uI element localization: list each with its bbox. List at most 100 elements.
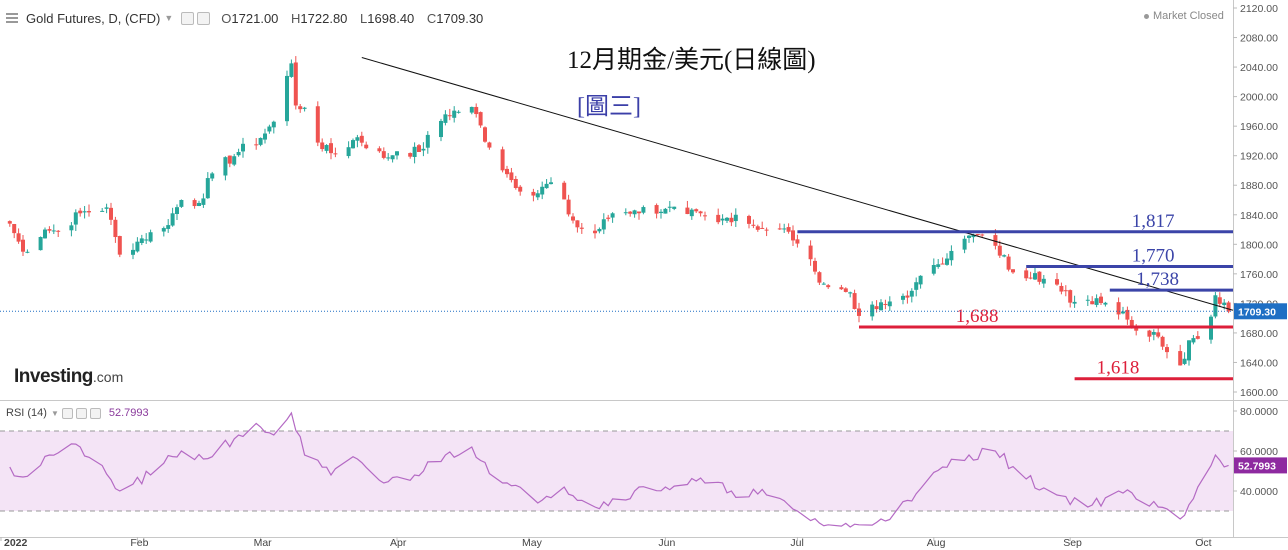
settings-icon[interactable] <box>197 11 211 25</box>
candle <box>962 235 967 254</box>
candle-body <box>1006 256 1011 270</box>
candle <box>320 138 325 152</box>
open-value: 1721.00 <box>231 10 279 26</box>
candle <box>1028 271 1033 280</box>
annotation-subtitle: [圖三] <box>577 94 641 120</box>
candle <box>883 299 888 310</box>
candle-body <box>518 186 523 192</box>
candle-body <box>544 183 549 189</box>
candle <box>1160 335 1165 350</box>
time-axis: 2022 Feb Mar Apr May Jun Jul Aug Sep Oct <box>0 537 1212 549</box>
candle-body <box>887 301 892 307</box>
candle-body <box>725 217 729 221</box>
candle-body <box>395 151 399 156</box>
candle <box>689 208 694 220</box>
candle-body <box>258 137 263 145</box>
rsi-label[interactable]: RSI (14) <box>6 407 47 419</box>
high-value: 1722.80 <box>300 10 348 26</box>
candle <box>760 221 765 229</box>
candle <box>210 171 215 182</box>
candle-body <box>1191 338 1196 343</box>
candle <box>733 208 738 227</box>
candle <box>417 144 421 153</box>
candle <box>870 301 875 321</box>
candle <box>73 209 78 232</box>
candle <box>21 234 25 256</box>
candle <box>1011 269 1015 274</box>
rsi-visibility-icon[interactable] <box>61 407 73 419</box>
candle <box>549 177 553 185</box>
candle-body <box>320 142 325 150</box>
candle <box>386 153 391 161</box>
time-tick-label: Jun <box>658 537 675 549</box>
candle-body <box>610 213 615 218</box>
candle <box>271 120 276 134</box>
candle-body <box>659 211 663 214</box>
candle <box>936 259 941 269</box>
candle <box>1033 266 1037 281</box>
candle <box>980 233 985 237</box>
chevron-down-icon[interactable]: ▼ <box>164 13 174 23</box>
time-tick-label: Aug <box>927 537 946 549</box>
candle <box>531 188 536 202</box>
candle-body <box>236 152 241 156</box>
candle-body <box>333 153 338 155</box>
candle-body <box>1011 269 1015 273</box>
candle-body <box>1178 351 1183 366</box>
rsi-value-badge: 52.7993 <box>1234 457 1287 474</box>
logo-brand: Investing <box>14 366 93 387</box>
candle-body <box>918 275 923 285</box>
candle <box>346 141 351 159</box>
candle <box>315 101 320 147</box>
candle <box>197 200 201 207</box>
candle-body <box>593 230 597 234</box>
candle-body <box>1103 302 1108 305</box>
candle <box>408 152 413 159</box>
candle-body <box>25 251 30 253</box>
candle <box>1085 295 1090 307</box>
candle-body <box>197 202 201 206</box>
ohlc-readout: O1721.00 H1722.80 L1698.40 C1709.30 <box>221 11 492 26</box>
candle <box>232 153 237 167</box>
high-label: H <box>291 10 301 26</box>
candle <box>170 207 175 227</box>
candle <box>909 288 914 303</box>
candle-body <box>1041 278 1046 284</box>
price-levels: 1,817 1,770 1,738 1,688 1,618 <box>797 211 1233 381</box>
candle <box>931 258 936 276</box>
rsi-settings-icon[interactable] <box>75 407 87 419</box>
candle-body <box>967 235 971 238</box>
candle <box>267 124 272 134</box>
candle <box>113 216 118 243</box>
candle <box>144 233 149 244</box>
candle-body <box>597 228 602 232</box>
rsi-tick-label: 80.0000 <box>1240 406 1278 418</box>
rsi-close-icon[interactable] <box>89 407 101 419</box>
candle <box>1099 292 1103 305</box>
candle <box>289 59 294 78</box>
candle-body <box>109 207 113 220</box>
candle <box>298 103 303 113</box>
candle-body <box>439 120 443 138</box>
candle <box>518 185 523 196</box>
menu-icon[interactable] <box>5 11 19 25</box>
level-1738: 1,738 <box>1109 269 1233 292</box>
candle-body <box>813 260 817 272</box>
price-tick-label: 2000.00 <box>1240 92 1278 104</box>
candle-body <box>254 144 259 146</box>
candle-body <box>223 157 228 176</box>
visibility-icon[interactable] <box>181 11 195 25</box>
candle <box>637 211 641 220</box>
candle-body <box>447 115 452 117</box>
candle <box>161 226 166 237</box>
candle-body <box>179 200 184 207</box>
candle-body <box>667 206 672 208</box>
symbol-title[interactable]: Gold Futures, D, (CFD) <box>26 10 161 26</box>
candle <box>1156 328 1161 339</box>
rsi-chevron-down-icon[interactable]: ▼ <box>50 408 59 418</box>
candles <box>7 56 1231 366</box>
candle <box>1217 292 1222 308</box>
candle <box>483 126 487 143</box>
